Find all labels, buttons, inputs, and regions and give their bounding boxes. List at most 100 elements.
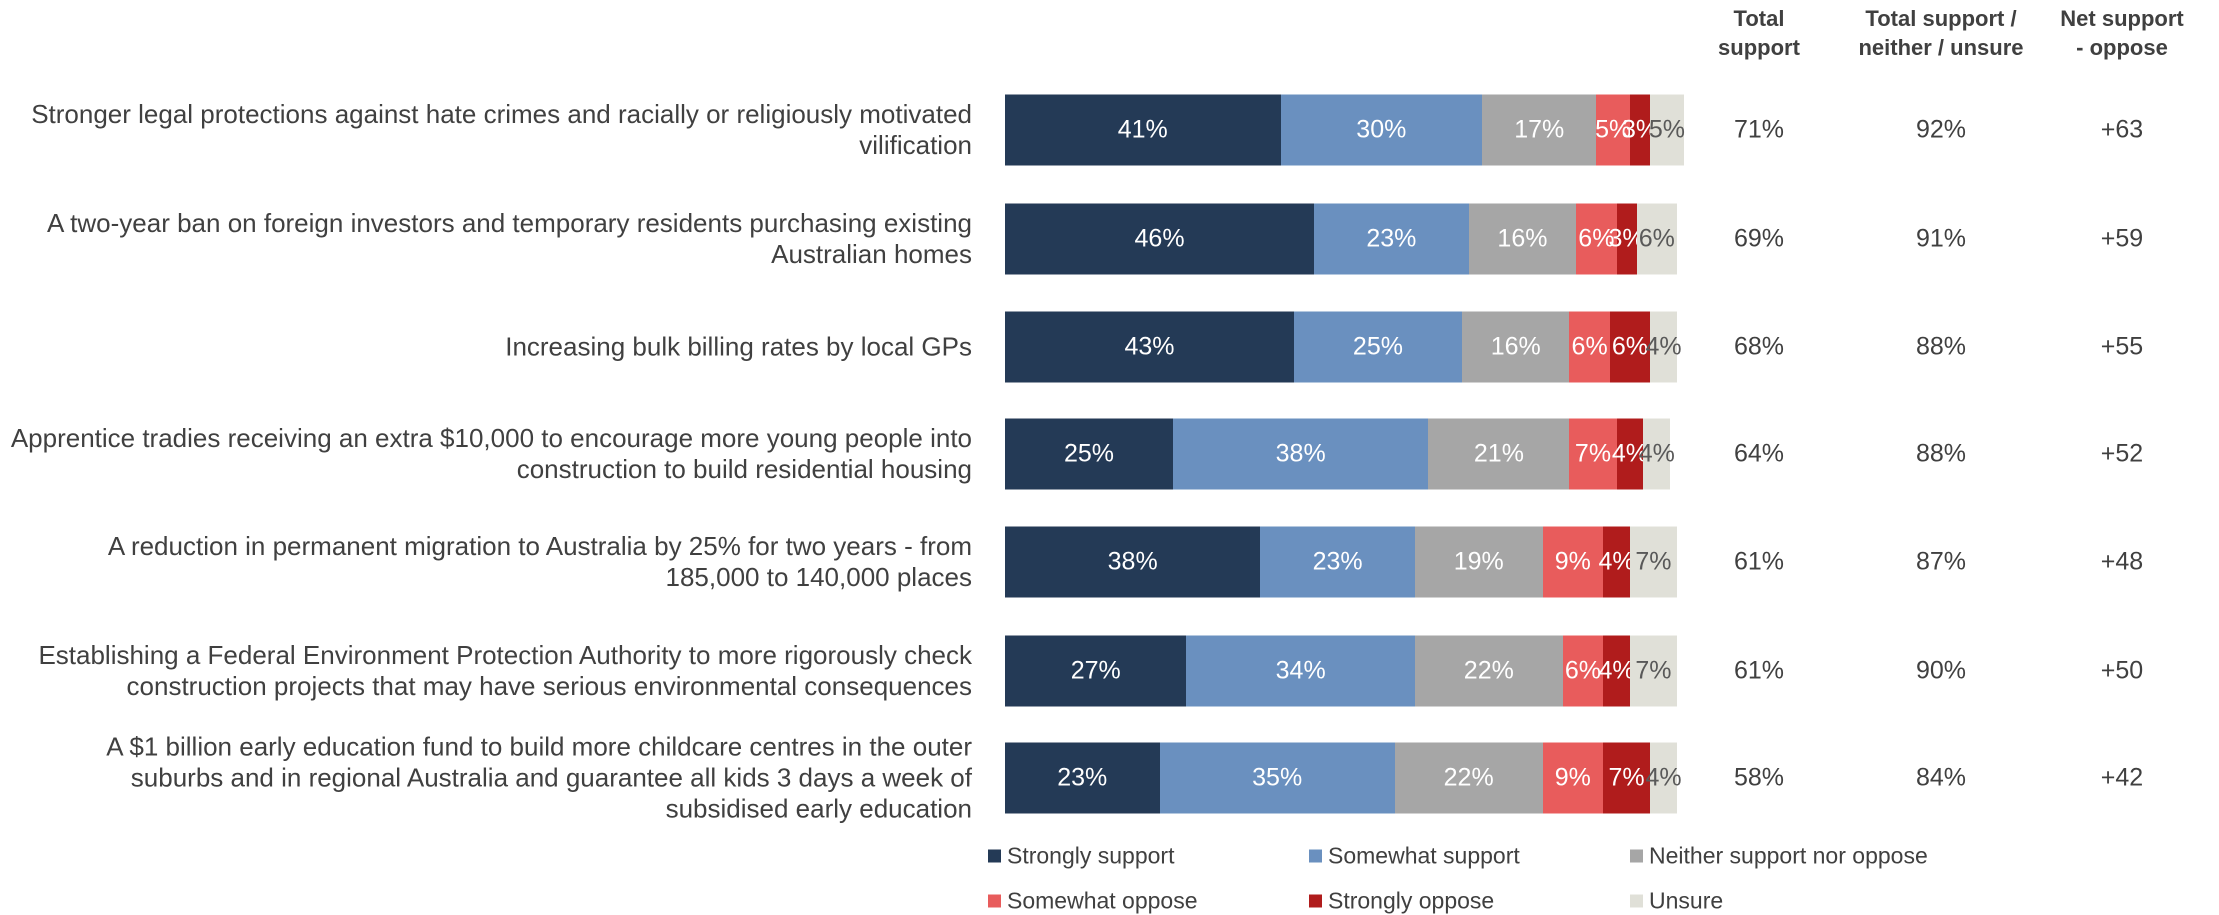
data-label: 25% — [1063, 439, 1115, 468]
data-label: 4% — [1598, 547, 1635, 576]
bar-segment — [1636, 203, 1677, 275]
category-label: Increasing bulk billing rates by local G… — [505, 331, 972, 362]
bar-segment — [1293, 311, 1462, 383]
column-value: 88% — [1915, 439, 1967, 468]
data-label: 43% — [1124, 332, 1175, 361]
data-label: 30% — [1356, 115, 1407, 144]
bar-segment — [1428, 418, 1570, 490]
bar-segment — [1596, 94, 1630, 166]
data-label: 7% — [1574, 439, 1612, 468]
bar-segment — [1314, 203, 1469, 275]
legend-swatch — [1630, 849, 1643, 863]
bar-segment — [1629, 526, 1677, 598]
data-label: 6% — [1578, 224, 1615, 253]
column-value: 68% — [1733, 332, 1785, 361]
bar-segment — [1005, 311, 1294, 383]
bar-segment — [1260, 526, 1415, 598]
column-value: 90% — [1915, 656, 1967, 685]
data-label: 4% — [1645, 763, 1682, 792]
legend-swatch — [988, 894, 1001, 908]
column-value: +59 — [2100, 224, 2144, 253]
column-value: 58% — [1733, 763, 1785, 792]
bar-segment — [1650, 311, 1677, 383]
data-label: 4% — [1645, 332, 1682, 361]
data-label: 6% — [1571, 332, 1608, 361]
category-label: Stronger legal protections against hate … — [31, 99, 972, 160]
data-label: 6% — [1564, 656, 1601, 685]
column-value: 88% — [1915, 332, 1967, 361]
column-value: +52 — [2100, 439, 2144, 468]
data-label: 23% — [1366, 224, 1417, 253]
bar-segment — [1414, 635, 1563, 707]
column-header: Net support - oppose — [2060, 6, 2184, 60]
bar-segment — [1005, 742, 1160, 814]
legend-label: Neither support nor oppose — [1649, 842, 1928, 869]
bar-segment — [1542, 742, 1604, 814]
data-label: 27% — [1070, 656, 1121, 685]
bar-segment — [1609, 311, 1651, 383]
column-header: Total support — [1718, 6, 1800, 60]
bar-segment — [1414, 526, 1543, 598]
data-label: 35% — [1252, 763, 1303, 792]
bar-segment — [1603, 635, 1630, 707]
column-header: Total support / neither / unsure — [1858, 6, 2024, 60]
column-value: +42 — [2100, 763, 2144, 792]
bar-segment — [1173, 418, 1429, 490]
data-label: 34% — [1275, 656, 1326, 685]
legend-swatch — [1309, 849, 1322, 863]
column-value: 64% — [1733, 439, 1785, 468]
data-label: 41% — [1117, 115, 1168, 144]
column-value: +63 — [2100, 115, 2144, 144]
category-label: A $1 billion early education fund to bui… — [106, 731, 972, 824]
data-label: 5% — [1648, 115, 1685, 144]
bar-segment — [1616, 418, 1644, 490]
data-label: 46% — [1134, 224, 1185, 253]
data-label: 38% — [1107, 547, 1158, 576]
bar-segment — [1569, 418, 1617, 490]
bar-segment — [1616, 203, 1637, 275]
data-label: 7% — [1635, 547, 1672, 576]
legend-swatch — [1309, 894, 1322, 908]
bar-segment — [1280, 94, 1483, 166]
data-label: 4% — [1611, 439, 1649, 468]
bar-segment — [1482, 94, 1597, 166]
data-label: 6% — [1638, 224, 1675, 253]
data-label: 9% — [1554, 763, 1591, 792]
data-label: 5% — [1595, 115, 1632, 144]
data-label: 7% — [1635, 656, 1672, 685]
bar-segment — [1576, 203, 1617, 275]
bar-segment — [1005, 94, 1281, 166]
category-label: Apprentice tradies receiving an extra $1… — [10, 423, 972, 484]
bar-segment — [1643, 418, 1671, 490]
data-label: 6% — [1611, 332, 1649, 361]
column-value: 61% — [1733, 547, 1785, 576]
bar-segment — [1569, 311, 1610, 383]
bar-segment — [1603, 526, 1630, 598]
data-label: 19% — [1453, 547, 1504, 576]
column-value: +48 — [2100, 547, 2144, 576]
bar-segment — [1603, 742, 1651, 814]
bar-segment — [1394, 742, 1543, 814]
column-value: 61% — [1733, 656, 1785, 685]
legend-label: Strongly oppose — [1328, 887, 1495, 914]
bar-segment — [1468, 203, 1577, 275]
bar-segment — [1562, 635, 1604, 707]
bar-segment — [1629, 635, 1677, 707]
bar-segment — [1186, 635, 1415, 707]
data-label: 4% — [1638, 439, 1675, 468]
bar-segment — [1629, 94, 1651, 166]
data-label: 22% — [1443, 763, 1494, 792]
column-value: 71% — [1733, 115, 1785, 144]
column-value: +55 — [2100, 332, 2144, 361]
category-label: Establishing a Federal Environment Prote… — [38, 640, 972, 701]
column-value: 84% — [1915, 763, 1967, 792]
data-label: 4% — [1598, 656, 1635, 685]
legend-label: Somewhat support — [1328, 842, 1520, 869]
column-value: +50 — [2100, 656, 2144, 685]
data-label: 22% — [1463, 656, 1514, 685]
data-label: 21% — [1473, 439, 1524, 468]
bar-segment — [1005, 418, 1173, 490]
data-label: 23% — [1312, 547, 1363, 576]
bar-segment — [1650, 94, 1684, 166]
